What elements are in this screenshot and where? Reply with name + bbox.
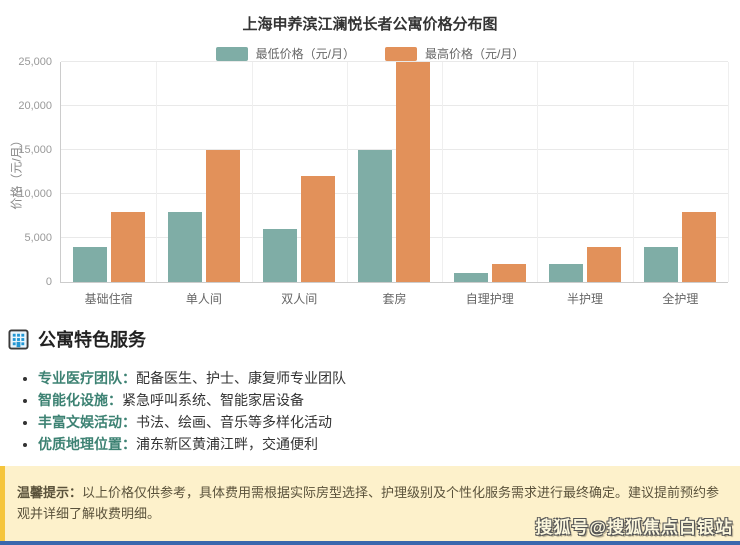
y-tick-label: 5,000 bbox=[24, 232, 52, 244]
y-tick-label: 15,000 bbox=[18, 144, 52, 156]
bar-groups: 基础住宿 单人间 双人间 套房 自理护理 半护理 全护理 bbox=[61, 62, 728, 306]
legend-label: 最高价格（元/月） bbox=[425, 47, 525, 61]
features-heading: 公寓特色服务 bbox=[8, 326, 730, 352]
notice-box: 温馨提示：以上价格仅供参考，具体费用需根据实际房型选择、护理级别及个性化服务需求… bbox=[0, 466, 740, 545]
legend-swatch bbox=[385, 46, 417, 61]
y-tick-label: 20,000 bbox=[18, 100, 52, 112]
bar bbox=[358, 150, 393, 282]
bar bbox=[110, 211, 145, 282]
x-axis-label: 基础住宿 bbox=[84, 292, 133, 306]
legend-item[interactable]: 最低价格（元/月） bbox=[215, 45, 355, 62]
price-chart: 上海申养滨江澜悦长者公寓价格分布图 最低价格（元/月） 最高价格（元/月） 价格… bbox=[0, 16, 740, 306]
feature-item: 智能化设施：紧急呼叫系统、智能家居设备 bbox=[38, 389, 730, 411]
feature-term: 智能化设施： bbox=[38, 392, 122, 408]
feature-term: 专业医疗团队： bbox=[38, 370, 136, 386]
feature-item: 优质地理位置：浦东新区黄浦江畔，交通便利 bbox=[38, 433, 730, 455]
feature-item: 丰富文娱活动：书法、绘画、音乐等多样化活动 bbox=[38, 411, 730, 433]
bar bbox=[72, 246, 107, 282]
watermark: 搜狐号@搜狐焦点白银站 bbox=[535, 518, 733, 537]
bar bbox=[587, 246, 622, 282]
feature-desc: 书法、绘画、音乐等多样化活动 bbox=[136, 414, 332, 430]
bar bbox=[167, 211, 202, 282]
features-section: 公寓特色服务 专业医疗团队：配备医生、护士、康复师专业团队 智能化设施：紧急呼叫… bbox=[0, 314, 740, 455]
bar bbox=[453, 273, 488, 282]
y-tick-label: 25,000 bbox=[18, 56, 52, 68]
bar-group: 双人间 bbox=[252, 62, 347, 306]
chart-title: 上海申养滨江澜悦长者公寓价格分布图 bbox=[242, 16, 498, 33]
x-axis-label: 半护理 bbox=[567, 292, 604, 306]
feature-term: 丰富文娱活动： bbox=[38, 414, 136, 430]
bar-group: 套房 bbox=[347, 62, 442, 306]
chart-legend: 最低价格（元/月） 最高价格（元/月） bbox=[0, 45, 740, 62]
feature-desc: 浦东新区黄浦江畔，交通便利 bbox=[136, 436, 318, 452]
notice-label: 温馨提示： bbox=[17, 485, 83, 500]
x-axis-label: 全护理 bbox=[662, 292, 699, 306]
bar-group: 自理护理 bbox=[442, 62, 537, 306]
x-axis-label: 套房 bbox=[382, 292, 407, 306]
x-axis-label: 双人间 bbox=[281, 292, 318, 306]
legend-item[interactable]: 最高价格（元/月） bbox=[385, 45, 524, 62]
building-icon bbox=[8, 328, 29, 350]
y-tick-label: 10,000 bbox=[18, 188, 52, 200]
legend-label: 最低价格（元/月） bbox=[255, 47, 355, 61]
bar bbox=[644, 246, 679, 282]
feature-desc: 紧急呼叫系统、智能家居设备 bbox=[122, 392, 304, 408]
bar bbox=[549, 264, 584, 282]
y-tick-label: 0 bbox=[45, 276, 52, 288]
bar-group: 半护理 bbox=[537, 62, 632, 306]
bar bbox=[682, 211, 717, 282]
bar-group: 基础住宿 bbox=[61, 62, 156, 306]
bar bbox=[263, 229, 298, 282]
x-axis-label: 自理护理 bbox=[465, 292, 514, 306]
bar bbox=[396, 62, 431, 282]
feature-term: 优质地理位置： bbox=[38, 436, 136, 452]
plot-area: 0 5,000 10,000 15,000 20,000 25,000 基础住宿 单人间 … bbox=[18, 56, 729, 306]
bar-group: 单人间 bbox=[156, 62, 251, 306]
bar-group: 全护理 bbox=[633, 62, 728, 306]
x-axis-label: 单人间 bbox=[185, 292, 222, 306]
bar bbox=[491, 264, 526, 282]
bar bbox=[301, 176, 336, 282]
bar bbox=[205, 150, 240, 282]
features-heading-text: 公寓特色服务 bbox=[38, 330, 146, 350]
features-list: 专业医疗团队：配备医生、护士、康复师专业团队 智能化设施：紧急呼叫系统、智能家居… bbox=[8, 367, 730, 455]
feature-item: 专业医疗团队：配备医生、护士、康复师专业团队 bbox=[38, 367, 730, 389]
feature-desc: 配备医生、护士、康复师专业团队 bbox=[136, 370, 346, 386]
notice-text: 以上价格仅供参考，具体费用需根据实际房型选择、护理级别及个性化服务需求进行最终确… bbox=[17, 485, 720, 522]
bottom-bar bbox=[0, 541, 740, 545]
legend-swatch bbox=[215, 46, 248, 61]
